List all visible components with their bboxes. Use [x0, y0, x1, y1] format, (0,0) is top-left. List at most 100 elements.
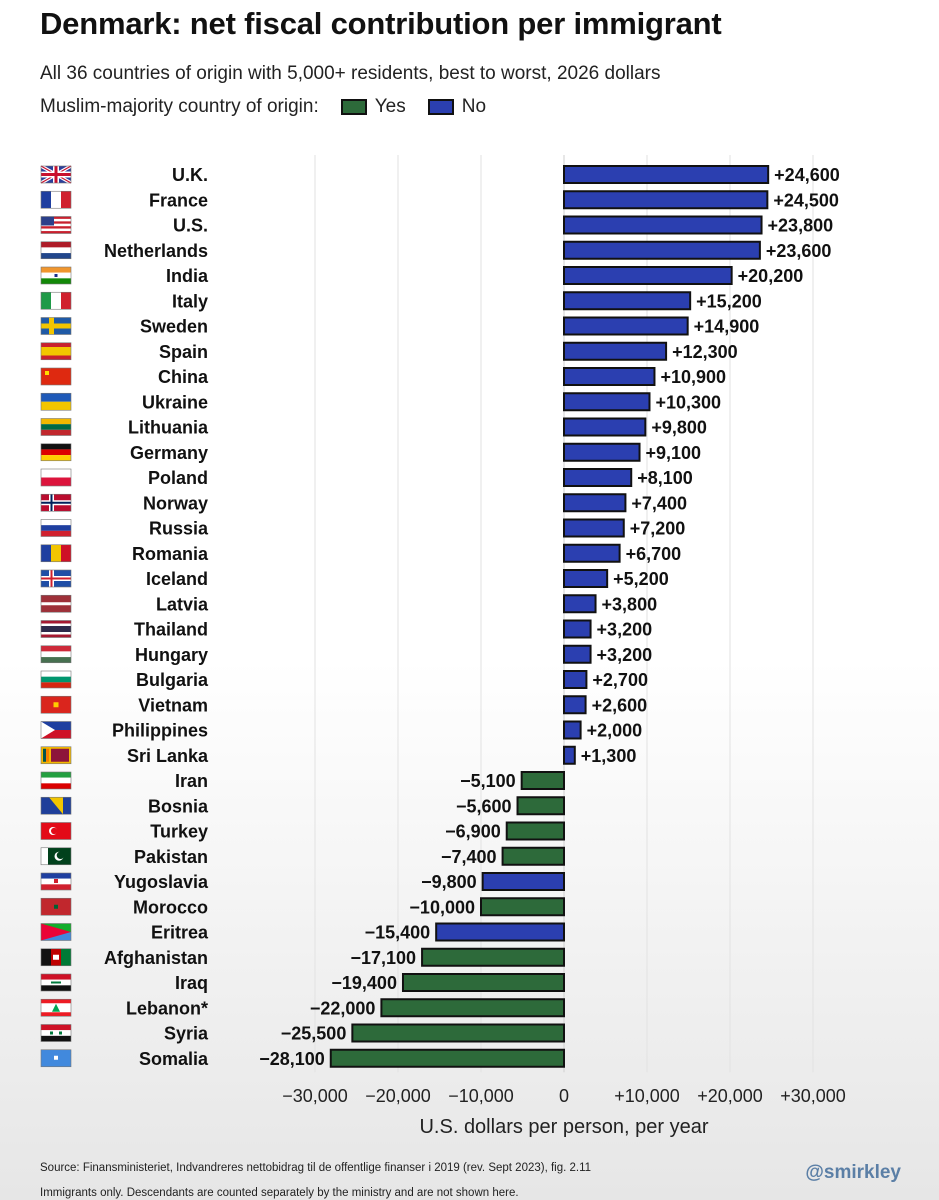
flag-icon-es: [40, 342, 72, 361]
bar-0: [563, 165, 770, 184]
bar-25: [516, 796, 566, 816]
category-label-8: China: [158, 367, 209, 387]
data-label-12: +8,100: [637, 468, 693, 488]
data-label-15: +6,700: [626, 544, 682, 564]
category-label-25: Bosnia: [148, 796, 209, 816]
flag-icon-is: [40, 569, 72, 588]
category-label-17: Latvia: [156, 594, 209, 614]
flag-icon-vn: [40, 695, 72, 714]
bar-21: [563, 695, 587, 715]
data-label-30: −15,400: [365, 923, 431, 943]
flag-icon-lb: [40, 998, 72, 1017]
bar-33: [380, 998, 565, 1018]
bar-26: [505, 821, 566, 841]
x-tick-label-4: +10,000: [614, 1086, 680, 1106]
bar-18: [563, 619, 592, 639]
data-label-0: +24,600: [774, 165, 840, 185]
flag-icon-pk: [40, 847, 72, 866]
category-label-14: Russia: [149, 519, 209, 539]
bar-4: [563, 266, 733, 285]
category-label-26: Turkey: [150, 822, 208, 842]
flag-icon-fr: [40, 190, 72, 209]
category-label-29: Morocco: [133, 897, 208, 917]
category-label-21: Vietnam: [138, 695, 208, 715]
bar-34: [351, 1023, 565, 1043]
bar-12: [563, 468, 633, 487]
bar-28: [481, 872, 565, 891]
flag-icon-de: [40, 443, 72, 462]
category-label-15: Romania: [132, 544, 209, 564]
bar-24: [520, 771, 565, 790]
data-label-8: +10,900: [660, 367, 726, 387]
bar-13: [563, 493, 627, 513]
category-label-11: Germany: [130, 443, 208, 463]
flag-icon-er: [40, 923, 72, 941]
data-label-4: +20,200: [738, 266, 804, 286]
legend-swatch-yes: [340, 99, 367, 115]
flag-icon-cn: [40, 367, 72, 386]
data-label-19: +3,200: [597, 645, 653, 665]
category-label-30: Eritrea: [151, 923, 209, 943]
flag-icon-bg: [40, 670, 72, 689]
category-label-18: Thailand: [134, 620, 208, 640]
x-tick-label-0: −30,000: [282, 1086, 348, 1106]
x-tick-label-5: +20,000: [697, 1086, 763, 1106]
data-label-10: +9,800: [651, 418, 707, 438]
category-label-28: Yugoslavia: [114, 872, 209, 892]
bar-6: [563, 316, 689, 336]
data-label-22: +2,000: [587, 721, 643, 741]
data-label-14: +7,200: [630, 519, 686, 539]
flag-icon-ma: [40, 897, 72, 916]
bar-7: [563, 341, 668, 361]
bar-31: [421, 947, 565, 967]
data-label-20: +2,700: [592, 670, 648, 690]
category-label-7: Spain: [159, 342, 208, 362]
data-label-16: +5,200: [613, 569, 669, 589]
chart-title: Denmark: net fiscal contribution per imm…: [40, 6, 722, 41]
category-label-33: Lebanon*: [126, 998, 208, 1018]
data-label-2: +23,800: [768, 216, 834, 236]
category-label-31: Afghanistan: [104, 948, 208, 968]
data-label-26: −6,900: [445, 822, 501, 842]
bar-35: [329, 1048, 565, 1068]
flag-icon-lv: [40, 594, 72, 613]
data-label-7: +12,300: [672, 342, 738, 362]
flag-icon-ir: [40, 771, 72, 790]
bar-30: [435, 922, 565, 942]
data-label-17: +3,800: [602, 594, 658, 614]
x-axis-label: U.S. dollars per person, per year: [419, 1116, 708, 1138]
flag-icon-hu: [40, 645, 72, 664]
bar-23: [563, 745, 576, 765]
flag-icon-in: [40, 266, 72, 285]
flag-icon-ba: [40, 796, 72, 815]
category-label-27: Pakistan: [134, 847, 208, 867]
flag-icon-ru: [40, 519, 72, 537]
flag-icon-pl: [40, 468, 72, 487]
category-label-3: Netherlands: [104, 241, 208, 261]
data-label-29: −10,000: [409, 897, 475, 917]
flag-icon-nl: [40, 241, 72, 260]
flag-icon-th: [40, 620, 72, 638]
author-handle[interactable]: @smirkley: [805, 1162, 901, 1183]
legend-swatch-no: [427, 99, 454, 115]
flag-icon-yu: [40, 872, 72, 891]
chart-subtitle: All 36 countries of origin with 5,000+ r…: [40, 63, 661, 84]
category-label-22: Philippines: [112, 721, 208, 741]
flag-icon-sy: [40, 1024, 72, 1042]
bar-15: [563, 543, 621, 563]
flag-icon-lt: [40, 418, 72, 436]
category-label-35: Somalia: [139, 1049, 209, 1069]
category-label-0: U.K.: [172, 165, 208, 185]
category-label-23: Sri Lanka: [127, 746, 209, 766]
category-label-5: Italy: [172, 291, 208, 311]
category-label-1: France: [149, 190, 208, 210]
legend-label-yes: Yes: [374, 96, 406, 117]
legend-item-yes: Yes: [340, 96, 406, 118]
data-label-23: +1,300: [581, 746, 637, 766]
bar-chart: U.K. +24,600 France +24,500 U.S. +23,800 Nethe…: [40, 155, 846, 1138]
bar-2: [563, 215, 763, 235]
bar-22: [563, 720, 582, 740]
flag-icon-so: [40, 1049, 72, 1068]
category-label-9: Ukraine: [142, 392, 208, 412]
data-label-32: −19,400: [331, 973, 397, 993]
